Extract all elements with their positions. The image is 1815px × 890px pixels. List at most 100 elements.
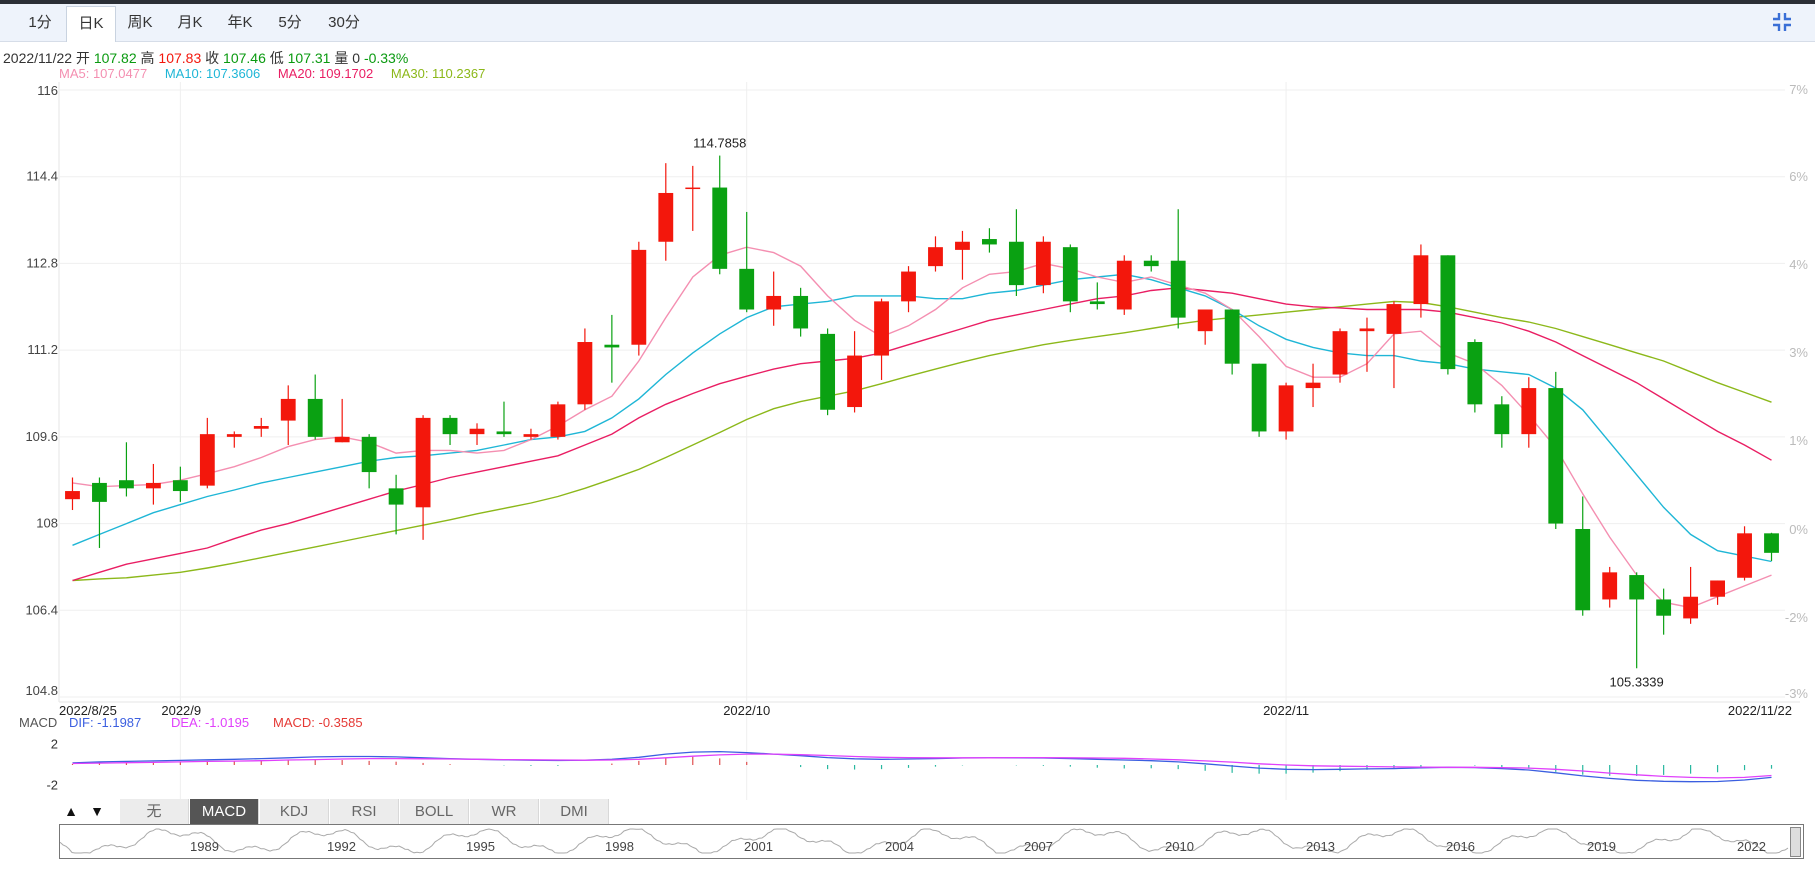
nav-year-label: 1998 bbox=[605, 839, 634, 854]
candle-body bbox=[874, 301, 889, 356]
y-tick-label: 104.8 bbox=[25, 683, 58, 698]
candle-body bbox=[496, 431, 512, 435]
indicator-dmi[interactable]: DMI bbox=[540, 799, 609, 824]
y-tick-label: 114.4 bbox=[26, 169, 58, 184]
y-tick-label: 111.2 bbox=[27, 342, 58, 357]
candle-body bbox=[739, 268, 755, 310]
nav-year-label: 2004 bbox=[885, 839, 914, 854]
indicator-macd[interactable]: MACD bbox=[190, 799, 259, 824]
nav-year-label: 2013 bbox=[1306, 839, 1335, 854]
candle-body bbox=[820, 333, 836, 410]
candle-body bbox=[1548, 388, 1564, 524]
change-value: -0.33% bbox=[363, 50, 409, 66]
nav-year-label: 1992 bbox=[327, 839, 356, 854]
close-value: 107.46 bbox=[223, 50, 266, 66]
indicator-none[interactable]: 无 bbox=[120, 799, 189, 824]
ma30-legend: MA30: 110.2367 bbox=[390, 66, 486, 81]
candle-body bbox=[361, 436, 377, 473]
ma5-legend: MA5: 107.0477 bbox=[59, 66, 148, 81]
candle-body bbox=[604, 344, 620, 348]
candle-body bbox=[847, 355, 862, 408]
candle-body bbox=[577, 342, 593, 405]
candle-body bbox=[253, 426, 269, 429]
candle-body bbox=[65, 491, 80, 500]
candle-body bbox=[523, 434, 539, 437]
tab-daily-k[interactable]: 日K bbox=[66, 6, 116, 42]
tab-30min[interactable]: 30分 bbox=[328, 14, 360, 31]
candle-body bbox=[469, 428, 485, 435]
low-value: 107.31 bbox=[287, 50, 331, 66]
candle-body bbox=[793, 295, 809, 329]
tab-yearly-k[interactable]: 年K bbox=[227, 14, 253, 31]
candle-body bbox=[1359, 328, 1375, 332]
high-label: 高 bbox=[140, 50, 155, 66]
pct-tick-label: -2% bbox=[1785, 610, 1809, 625]
candle-body bbox=[1683, 596, 1699, 619]
x-tick-label: 2022/10 bbox=[723, 703, 770, 718]
indicator-up-button[interactable]: ▲ bbox=[60, 799, 82, 824]
y-tick-label: 112.8 bbox=[26, 255, 58, 270]
candle-body bbox=[901, 271, 916, 302]
candle-body bbox=[307, 398, 323, 437]
pct-tick-label: 1% bbox=[1789, 433, 1808, 448]
x-tick-label: 2022/11/22 bbox=[1728, 703, 1792, 718]
pct-tick-label: 7% bbox=[1789, 82, 1808, 97]
candle-body bbox=[1089, 301, 1105, 305]
indicator-down-button[interactable]: ▼ bbox=[86, 799, 108, 824]
grid bbox=[58, 82, 1800, 800]
x-tick-label: 2022/8/25 bbox=[59, 703, 117, 718]
compress-icon[interactable] bbox=[1771, 11, 1793, 33]
candle-body bbox=[1062, 247, 1078, 302]
navigator-overview: 1989 1992 1995 1998 2001 2004 2007 2010 … bbox=[59, 828, 1789, 854]
dif-line bbox=[72, 750, 1772, 783]
candle-body bbox=[1035, 241, 1051, 286]
tab-5min[interactable]: 5分 bbox=[278, 14, 302, 31]
candle-body bbox=[1629, 575, 1645, 600]
candle-body bbox=[1224, 309, 1240, 364]
candle-body bbox=[226, 434, 242, 437]
candle-body bbox=[119, 480, 134, 489]
tab-monthly-k[interactable]: 月K bbox=[177, 14, 203, 31]
candle-body bbox=[388, 488, 404, 505]
volume-value: 0 bbox=[352, 50, 361, 66]
indicator-boll[interactable]: BOLL bbox=[400, 799, 469, 824]
candle-body bbox=[1332, 331, 1348, 375]
range-navigator[interactable]: 1989 1992 1995 1998 2001 2004 2007 2010 … bbox=[59, 824, 1804, 859]
ma-legend: MA5: 107.0477 MA10: 107.3606 MA20: 109.1… bbox=[59, 66, 499, 81]
tab-1min[interactable]: 1分 bbox=[28, 14, 52, 31]
candle-body bbox=[1737, 533, 1752, 578]
indicator-kdj[interactable]: KDJ bbox=[260, 799, 329, 824]
y-tick-label: 116 bbox=[37, 83, 58, 98]
pct-tick-label: 6% bbox=[1789, 169, 1808, 184]
x-tick-label: 2022/11 bbox=[1263, 703, 1309, 718]
tab-weekly-k[interactable]: 周K bbox=[127, 14, 153, 31]
nav-year-label: 2019 bbox=[1587, 839, 1616, 854]
indicator-rsi[interactable]: RSI bbox=[330, 799, 399, 824]
candle-body bbox=[1116, 260, 1132, 310]
navigator-handle[interactable] bbox=[1790, 827, 1801, 857]
candle-body bbox=[1278, 385, 1294, 432]
macd-panel: 2 -2 bbox=[46, 736, 1773, 793]
indicator-wr[interactable]: WR bbox=[470, 799, 539, 824]
dea-line bbox=[72, 753, 1772, 779]
candle-body bbox=[1251, 363, 1267, 432]
navigator-series bbox=[59, 828, 1789, 854]
info-date: 2022/11/22 bbox=[3, 50, 73, 66]
ma20-legend: MA20: 109.1702 bbox=[277, 66, 374, 81]
period-toolbar: 1分 日K 周K 月K 年K 5分 30分 bbox=[0, 0, 1815, 42]
pct-tick-label: -3% bbox=[1785, 686, 1809, 701]
candle-body bbox=[1440, 255, 1456, 370]
ma5-line bbox=[72, 246, 1772, 609]
macd-tick-label: 2 bbox=[51, 736, 58, 751]
candle-body bbox=[766, 295, 782, 310]
candle-body bbox=[955, 241, 970, 250]
candle-body bbox=[712, 187, 728, 269]
low-label: 低 bbox=[269, 50, 284, 66]
ma20-line bbox=[72, 287, 1772, 582]
candle-body bbox=[145, 482, 161, 489]
candle-body bbox=[1710, 580, 1725, 597]
macd-value-legend: MACD: -0.3585 bbox=[273, 715, 363, 730]
candle-body bbox=[1386, 304, 1402, 334]
y-tick-label: 108 bbox=[36, 516, 58, 531]
